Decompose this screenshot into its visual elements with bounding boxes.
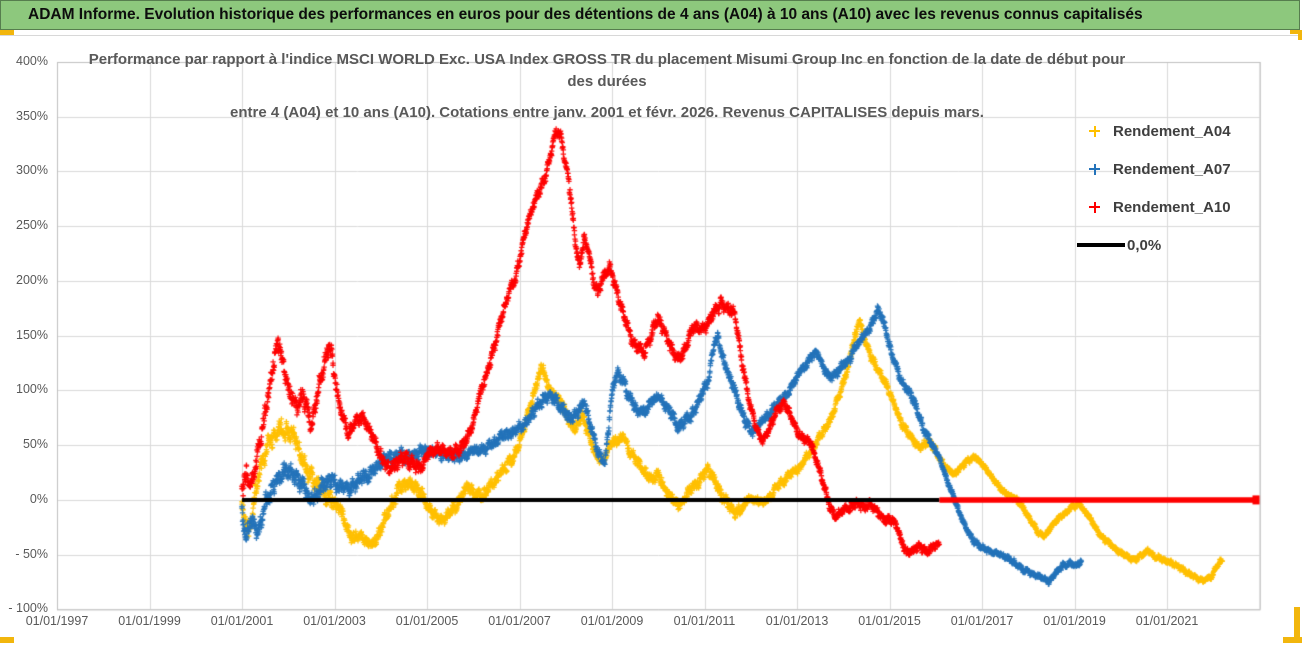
legend-item-rendement-a04[interactable]: Rendement_A04 [1083,112,1293,150]
y-tick-label: 350% [16,108,48,123]
legend-item-rendement-a07[interactable]: Rendement_A07 [1083,150,1293,188]
legend-label: 0,0% [1127,236,1162,254]
gold-accent-top-right-v [1298,30,1302,40]
legend-label: Rendement_A10 [1113,198,1231,216]
x-tick-label: 01/01/2005 [395,614,459,628]
legend-label: Rendement_A07 [1113,160,1231,178]
x-tick-label: 01/01/2017 [950,614,1014,628]
y-tick-label: 150% [16,327,48,342]
x-tick-label: 01/01/2007 [488,614,551,628]
plus-marker-icon [1089,163,1100,175]
x-tick-label: 01/01/2013 [765,614,829,628]
plus-marker-icon [1089,125,1100,137]
y-tick-label: 0% [29,491,48,506]
y-tick-label: - 50% [15,546,48,561]
y-tick-label: 250% [16,218,48,233]
page-title: ADAM Informe. Evolution historique des p… [28,6,1143,23]
y-tick-label: 300% [16,163,48,178]
gold-accent-bottom-left [0,637,14,643]
chart-title-line-3: entre 4 (A04) et 10 ans (A10). Cotations… [230,104,984,121]
gold-accent-right-edge [1294,607,1300,643]
chart-title-line-2: des durées [567,73,647,90]
chart-title-line-1: Performance par rapport à l'indice MSCI … [88,51,1126,68]
x-tick-label: 01/01/2011 [673,614,736,628]
y-tick-label: - 100% [8,601,48,616]
header-bar: ADAM Informe. Evolution historique des p… [0,0,1300,30]
legend-item-rendement-a10[interactable]: Rendement_A10 [1083,188,1293,226]
x-tick-label: 01/01/2009 [580,614,644,628]
zero-line-icon [1077,243,1125,247]
y-tick-label: 100% [16,382,48,397]
header-divider [0,35,1302,36]
gold-accent-top-left [0,30,14,35]
x-tick-label: 01/01/2021 [1135,614,1199,628]
chart-title: Performance par rapport à l'indice MSCI … [57,49,1157,124]
chart-legend: Rendement_A04 Rendement_A07 Rendement_A1… [1077,112,1293,264]
legend-label: Rendement_A04 [1113,122,1231,140]
x-tick-label: 01/01/2015 [858,614,921,628]
x-tick-label: 01/01/1999 [118,614,181,628]
x-tick-label: 01/01/1997 [25,614,89,628]
legend-item-zero-line[interactable]: 0,0% [1077,226,1293,264]
plus-marker-icon [1089,201,1100,213]
y-tick-label: 200% [16,272,48,287]
gold-accent-top-right [1290,30,1302,34]
x-tick-label: 01/01/2001 [210,614,274,628]
gold-accent-bottom-right [1283,637,1302,643]
x-tick-label: 01/01/2003 [303,614,366,628]
y-tick-label: 400% [16,54,48,68]
y-tick-label: 50% [22,437,48,452]
x-tick-label: 01/01/2019 [1043,614,1106,628]
